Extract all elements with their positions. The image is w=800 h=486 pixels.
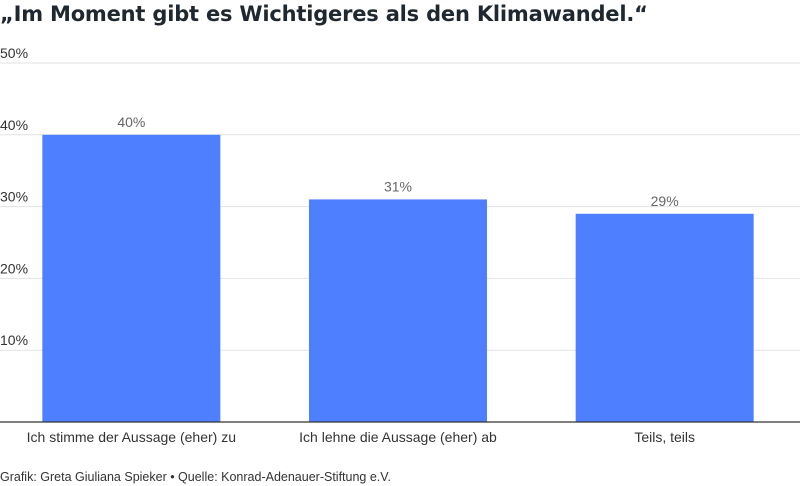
source-credit: Grafik: Greta Giuliana Spieker • Quelle:…: [0, 470, 391, 484]
y-tick-label: 30%: [0, 189, 28, 205]
data-label: 29%: [651, 193, 679, 209]
category-label: Ich stimme der Aussage (eher) zu: [27, 429, 236, 445]
category-label: Ich lehne die Aussage (eher) ab: [299, 429, 497, 445]
data-labels: 40% 31% 29%: [117, 114, 678, 209]
y-tick-label: 10%: [0, 332, 28, 348]
bar: [309, 199, 487, 422]
data-label: 31%: [384, 178, 412, 194]
data-label: 40%: [117, 114, 145, 130]
bars: [42, 134, 754, 423]
bar: [42, 134, 221, 423]
y-tick-label: 40%: [0, 117, 28, 133]
y-tick-label: 20%: [0, 260, 28, 276]
y-axis-tick-labels: 10% 20% 30% 40% 50%: [0, 45, 28, 348]
category-label: Teils, teils: [634, 429, 695, 445]
bar: [575, 213, 754, 422]
chart-title: „Im Moment gibt es Wichtigeres als den K…: [0, 2, 648, 26]
category-labels: Ich stimme der Aussage (eher) zu Ich lehn…: [27, 429, 695, 445]
y-tick-label: 50%: [0, 45, 28, 61]
